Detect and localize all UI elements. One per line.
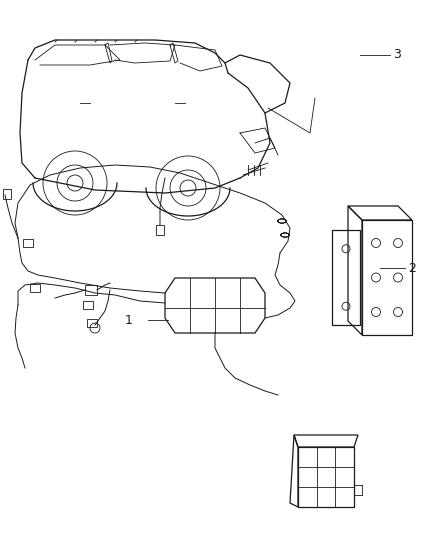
Bar xyxy=(156,225,164,235)
Bar xyxy=(87,319,97,327)
Bar xyxy=(3,189,11,199)
Text: 3: 3 xyxy=(393,49,401,61)
Bar xyxy=(83,301,93,309)
Text: 2: 2 xyxy=(408,262,416,274)
Bar xyxy=(85,285,97,295)
Bar xyxy=(23,239,33,247)
Text: 1: 1 xyxy=(125,313,133,327)
Bar xyxy=(30,284,40,292)
